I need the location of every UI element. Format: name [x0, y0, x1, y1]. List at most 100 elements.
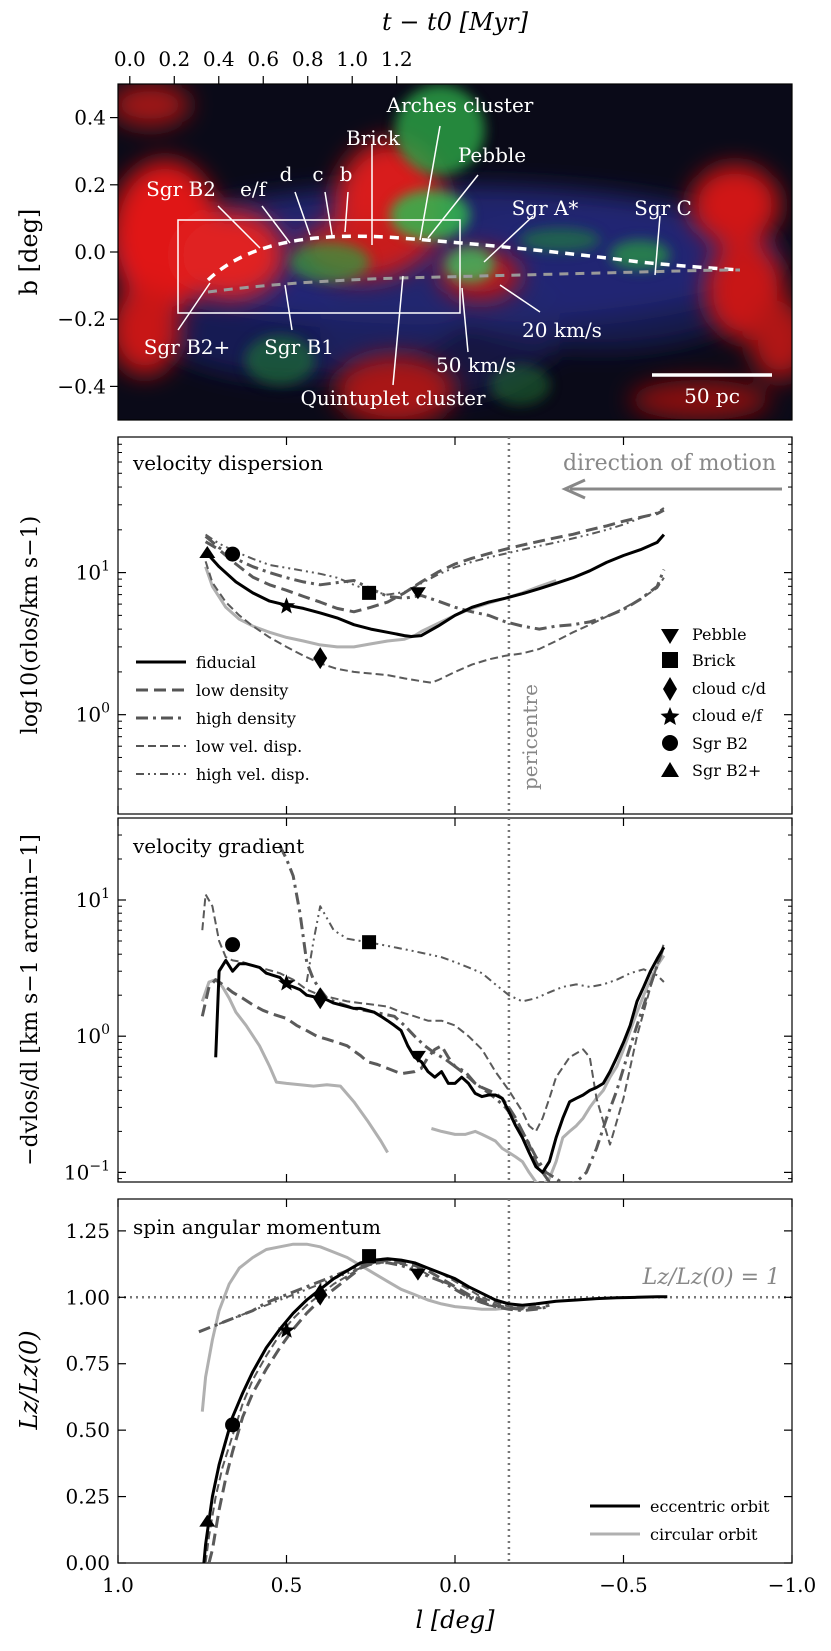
top-tick-label: 1.0: [336, 47, 368, 71]
ytick-exponent: 1: [101, 886, 110, 902]
zoom-box: [177, 219, 461, 314]
ytick-label: 0.75: [65, 1352, 110, 1376]
ytick-label: 0.50: [65, 1418, 110, 1442]
label-sgr-a-star: Sgr A*: [512, 196, 579, 220]
ytick-label: 1.00: [65, 1285, 110, 1309]
panel3-title: spin angular momentum: [133, 1215, 381, 1239]
marker-sgr-b2: [225, 937, 241, 953]
top-axis-label: t − t0 [Myr]: [382, 8, 529, 36]
xtick-label: −1.0: [768, 1573, 817, 1597]
bottom-axis-label: l [deg]: [416, 1606, 496, 1634]
xtick-label: −0.5: [599, 1573, 648, 1597]
label-quintuplet: Quintuplet cluster: [300, 386, 486, 410]
legend-sgr-b2: Sgr B2: [692, 734, 748, 753]
annotation-leaders: [177, 125, 661, 386]
image-ytick-label: 0.2: [74, 173, 106, 197]
panel-velocity-dispersion: 100 101 velocity dispersion direction of …: [76, 436, 793, 815]
top-tick-label: 0.6: [247, 47, 279, 71]
legend-high-density: high density: [196, 709, 296, 728]
label-ef: e/f: [240, 177, 268, 201]
series-low-density: [207, 1258, 550, 1563]
legend-sgr-b2-plus: Sgr B2+: [692, 761, 761, 780]
series-low-density: [204, 508, 665, 614]
ytick-exponent: 1: [101, 559, 110, 575]
legend-pebble: Pebble: [692, 625, 747, 644]
legend-low-vel-disp: low vel. disp.: [196, 737, 302, 756]
label-pebble: Pebble: [458, 143, 526, 167]
label-50kms: 50 km/s: [436, 353, 516, 377]
top-tick-label: 0.8: [292, 47, 324, 71]
legend-fiducial: fiducial: [196, 653, 256, 672]
image-ytick-label: −0.4: [57, 374, 106, 398]
series-eccentric-orbit: [202, 1257, 668, 1563]
legend-eccentric: eccentric orbit: [650, 1497, 770, 1516]
image-ytick-label: 0.0: [74, 240, 106, 264]
top-axis-ticks: 1.2 1.0 0.8 0.6 0.4 0.2 0.0: [114, 47, 413, 84]
ytick-label: 101: [76, 886, 110, 912]
ytick-exponent: 0: [101, 1022, 110, 1038]
xtick-label: 0.5: [271, 1573, 303, 1597]
marker-pebble: [409, 1268, 426, 1281]
marker-sgr-b2: [225, 1417, 241, 1433]
label-arches: Arches cluster: [386, 93, 534, 117]
marker-sgr-b2-: [199, 545, 216, 558]
ytick-label: 101: [76, 559, 110, 585]
scalebar-label: 50 pc: [684, 384, 740, 408]
ytick-label: 10−1: [64, 1158, 110, 1184]
marker-sgr-b2-: [199, 1514, 216, 1527]
ytick-label: 0.00: [65, 1551, 110, 1575]
direction-label: direction of motion: [563, 451, 776, 476]
galactic-centre-image: Arches cluster Brick Pebble Sgr B2 e/f d…: [117, 83, 793, 421]
legend-cloud-ef: cloud e/f: [692, 706, 763, 725]
marker-cloud-e-f: [277, 1321, 296, 1338]
panel3-frame: [117, 1198, 793, 1564]
pericentre-label: pericentre: [518, 684, 542, 790]
legend-circular: circular orbit: [650, 1525, 758, 1544]
bottom-axis-ticks: 1.0 0.5 0.0 −0.5 −1.0: [102, 1573, 816, 1597]
panel1-ylabel: log10(σlos/km s−1): [18, 516, 43, 734]
label-b: b: [340, 162, 353, 186]
legend-brick: Brick: [692, 651, 735, 670]
marker-pebble: [409, 1050, 426, 1063]
series-circular-orbit: [200, 978, 389, 1154]
series-low-vel-disp-: [201, 893, 665, 1146]
ytick-label: 100: [76, 701, 110, 727]
series-high-vel-disp-: [205, 507, 665, 596]
xtick-label: 1.0: [102, 1573, 134, 1597]
panel-spin-angular-momentum: 0.00 0.25 0.50 0.75 1.00 1.25 spin angular mo…: [65, 1198, 793, 1575]
label-c: c: [312, 162, 323, 186]
marker-brick: [362, 935, 377, 950]
image-ytick-label: −0.2: [57, 307, 106, 331]
marker-cloud-e-f: [277, 597, 296, 614]
panel2-ylabel: −dvlos/dl [km s−1 arcmin−1]: [18, 834, 43, 1166]
xtick-label: 0.0: [439, 1573, 471, 1597]
marker-pebble: [409, 587, 426, 600]
series-circular-orbit: [430, 954, 666, 1182]
label-20kms: 20 km/s: [522, 318, 602, 342]
series-circular-orbit: [200, 1242, 537, 1412]
marker-cloud-c-d: [313, 647, 328, 670]
ytick-exponent: 0: [101, 701, 110, 717]
ytick-exponent: −1: [89, 1158, 110, 1174]
legend-models: fiducial low density high density low ve…: [136, 653, 310, 784]
legend-high-vel-disp: high vel. disp.: [196, 765, 310, 784]
orbit-front: [206, 234, 741, 282]
panel3-ylabel: Lz/Lz(0): [15, 1330, 43, 1430]
marker-brick: [362, 1249, 377, 1264]
label-sgr-b1: Sgr B1: [264, 335, 334, 359]
direction-arrow: [561, 478, 782, 500]
ytick-label: 100: [76, 1022, 110, 1048]
label-sgr-c: Sgr C: [634, 196, 692, 220]
top-tick-label: 1.2: [381, 47, 413, 71]
panel1-frame: [117, 436, 793, 815]
panel2-title: velocity gradient: [132, 834, 304, 858]
top-tick-label: 0.4: [203, 47, 235, 71]
series-high-density: [204, 535, 666, 631]
label-sgr-b2-plus: Sgr B2+: [144, 335, 231, 359]
legend-cloud-cd: cloud c/d: [692, 679, 766, 698]
label-d: d: [280, 162, 293, 186]
reference-label: Lz/Lz(0) = 1: [642, 1265, 780, 1290]
series-low-vel-disp-: [204, 560, 665, 684]
